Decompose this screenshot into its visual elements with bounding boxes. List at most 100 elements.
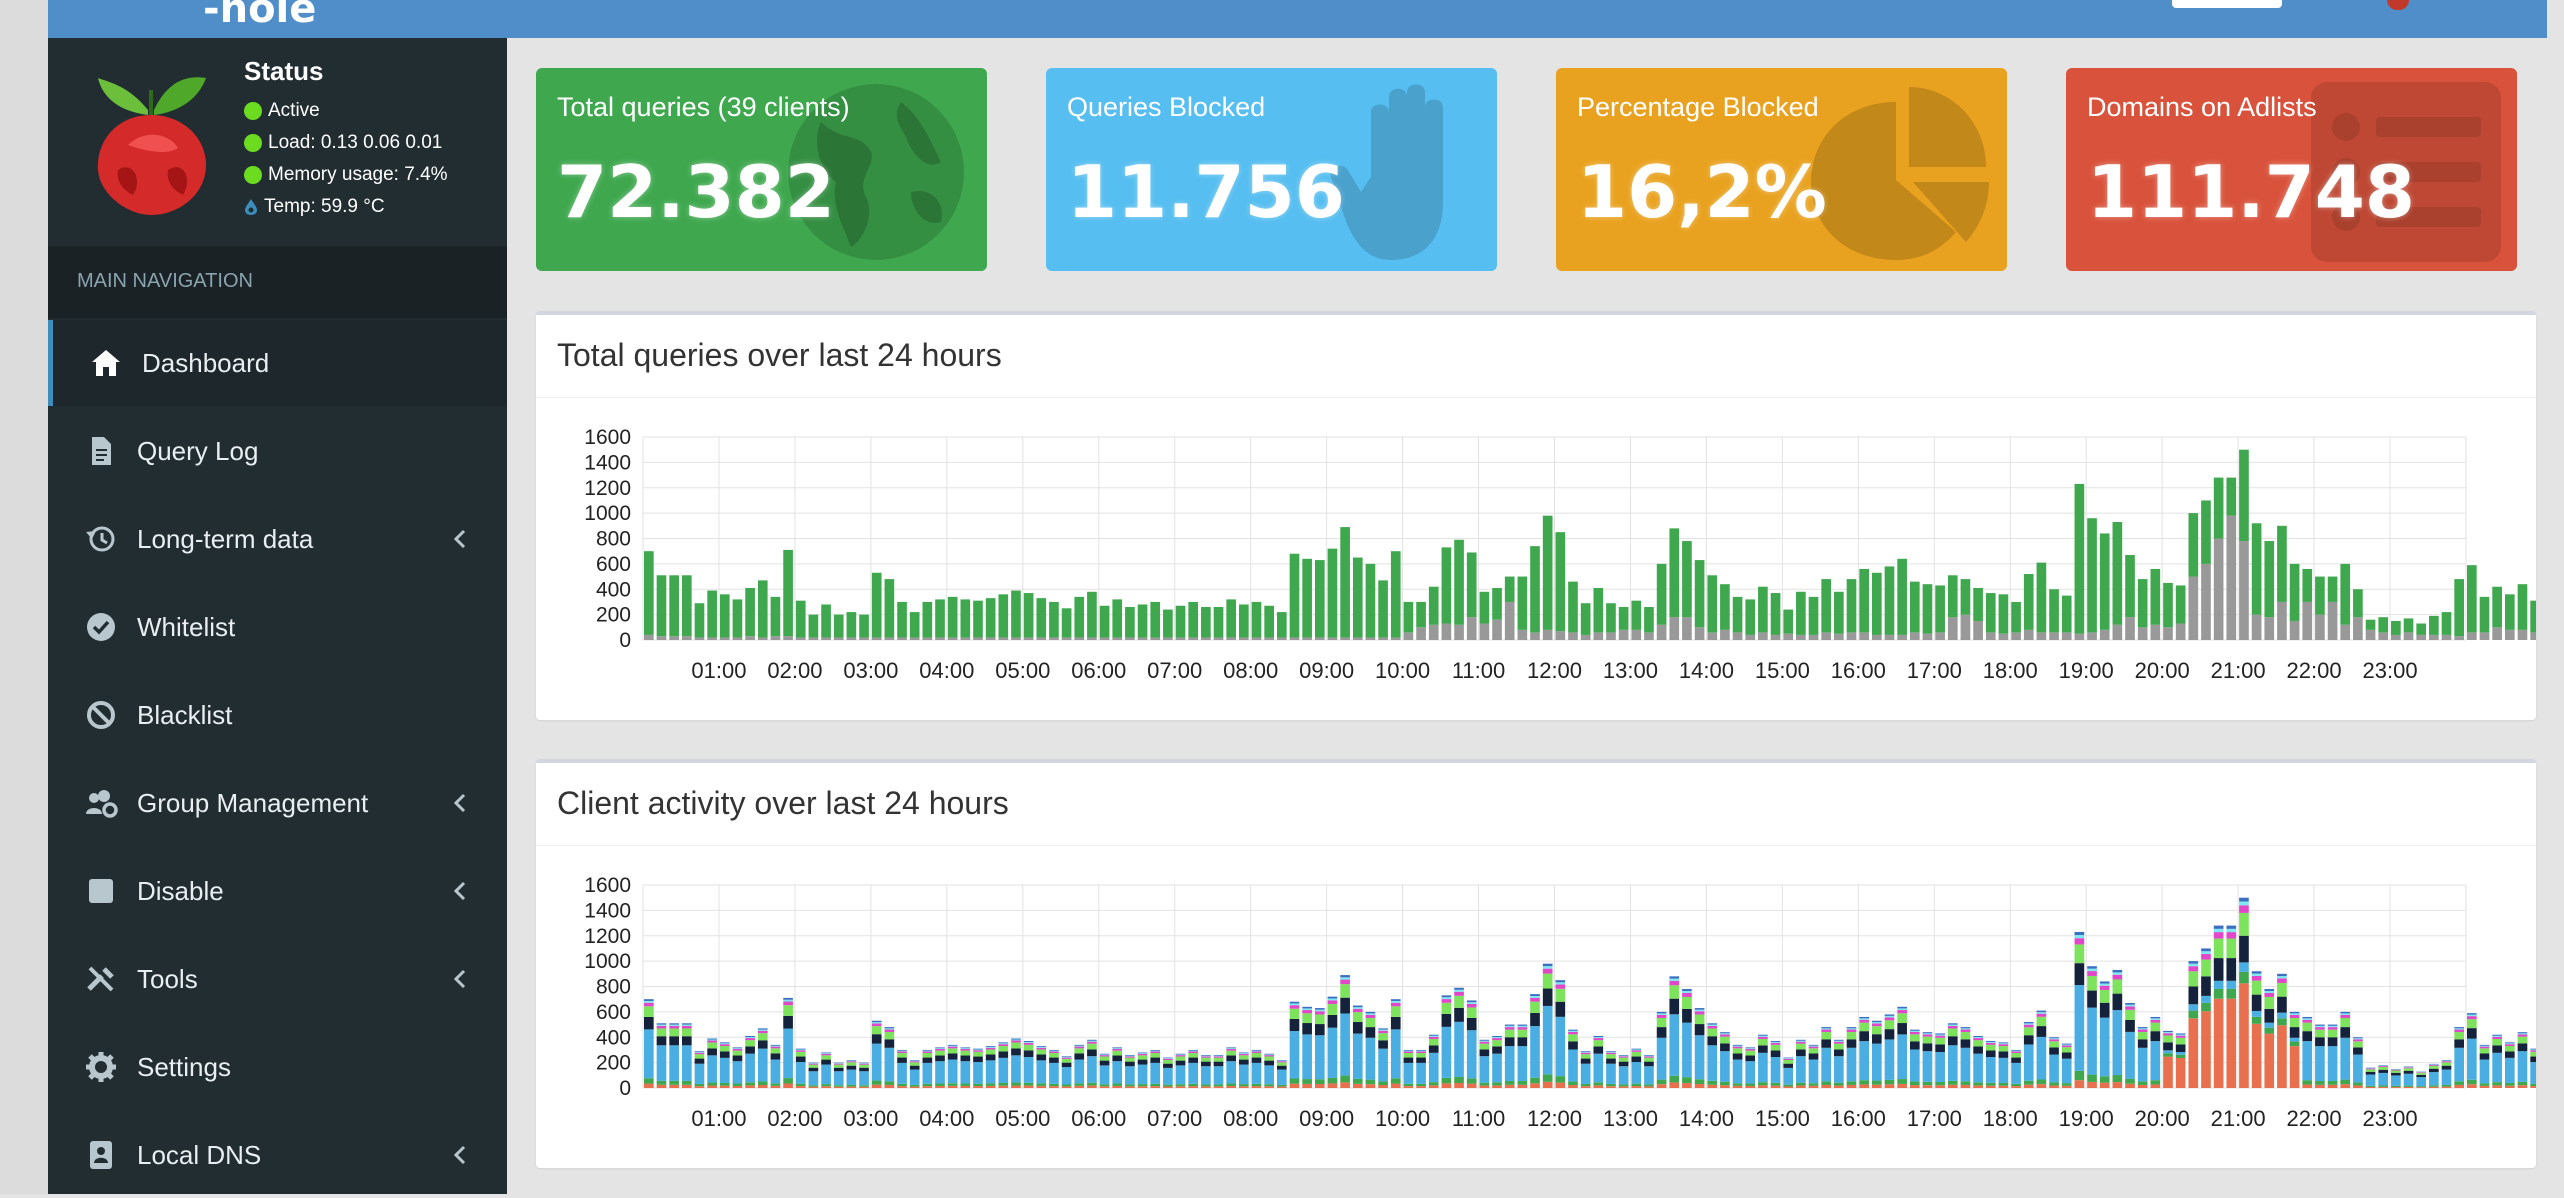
bar-segment[interactable] <box>923 1063 933 1084</box>
bar-segment[interactable] <box>733 1049 743 1051</box>
bar-segment[interactable] <box>644 1001 654 1003</box>
bar-segment[interactable] <box>657 1023 667 1024</box>
bar-segment[interactable] <box>1366 1012 1376 1014</box>
bar-segment[interactable] <box>2404 1068 2414 1071</box>
bar-segment[interactable] <box>2454 1048 2464 1081</box>
bar-segment[interactable] <box>758 637 768 640</box>
bar-segment[interactable] <box>1112 1061 1122 1083</box>
bar-segment[interactable] <box>2454 1027 2464 1028</box>
bar-segment[interactable] <box>1859 1031 1869 1041</box>
bar-segment[interactable] <box>1707 632 1717 640</box>
bar-segment[interactable] <box>1745 1084 1755 1086</box>
bar-segment[interactable] <box>1771 1086 1781 1088</box>
bar-segment[interactable] <box>707 1048 717 1055</box>
bar-segment[interactable] <box>1239 604 1249 637</box>
bar-segment[interactable] <box>910 1062 920 1065</box>
bar-segment[interactable] <box>1847 1085 1857 1088</box>
bar-segment[interactable] <box>986 1049 996 1054</box>
bar-segment[interactable] <box>1150 1063 1160 1084</box>
bar-segment[interactable] <box>1125 607 1135 637</box>
bar-segment[interactable] <box>1809 1046 1819 1047</box>
bar-segment[interactable] <box>1150 1058 1160 1063</box>
bar-segment[interactable] <box>1239 1054 1249 1055</box>
bar-segment[interactable] <box>1366 1018 1376 1027</box>
bar-segment[interactable] <box>1568 1082 1578 1086</box>
bar-segment[interactable] <box>2454 1030 2464 1032</box>
bar-segment[interactable] <box>2188 577 2198 640</box>
bar-segment[interactable] <box>1619 1062 1629 1067</box>
bar-segment[interactable] <box>2087 966 2097 968</box>
bar-segment[interactable] <box>2518 584 2528 630</box>
bar-segment[interactable] <box>1049 1050 1059 1051</box>
bar-segment[interactable] <box>1315 1035 1325 1079</box>
bar-segment[interactable] <box>1581 1086 1591 1088</box>
bar-segment[interactable] <box>1821 632 1831 640</box>
bar-segment[interactable] <box>1999 1042 2009 1043</box>
bar-segment[interactable] <box>1429 587 1439 625</box>
bar-segment[interactable] <box>2480 1086 2490 1088</box>
bar-segment[interactable] <box>847 1066 857 1070</box>
bar-segment[interactable] <box>1530 1083 1540 1088</box>
bar-segment[interactable] <box>1885 1039 1895 1079</box>
bar-segment[interactable] <box>2075 1080 2085 1088</box>
bar-segment[interactable] <box>695 1086 705 1088</box>
bar-segment[interactable] <box>2530 1049 2536 1050</box>
bar-segment[interactable] <box>2492 1053 2502 1082</box>
bar-segment[interactable] <box>2353 1055 2363 1083</box>
bar-segment[interactable] <box>2075 484 2085 634</box>
bar-segment[interactable] <box>1961 1085 1971 1088</box>
bar-segment[interactable] <box>1290 1009 1300 1019</box>
bar-segment[interactable] <box>1328 998 1338 1000</box>
bar-segment[interactable] <box>1619 1058 1629 1062</box>
bar-segment[interactable] <box>2214 989 2224 999</box>
bar-segment[interactable] <box>2087 991 2097 1008</box>
bar-segment[interactable] <box>923 1058 933 1063</box>
bar-segment[interactable] <box>1214 1058 1224 1062</box>
bar-segment[interactable] <box>2454 1028 2464 1029</box>
bar-segment[interactable] <box>1644 632 1654 640</box>
bar-segment[interactable] <box>1872 1026 1882 1034</box>
bar-segment[interactable] <box>1809 1086 1819 1088</box>
bar-segment[interactable] <box>2252 615 2262 640</box>
bar-segment[interactable] <box>859 637 869 640</box>
bar-segment[interactable] <box>1847 1032 1857 1039</box>
bar-segment[interactable] <box>1644 1055 1654 1056</box>
bar-segment[interactable] <box>1138 1052 1148 1053</box>
bar-segment[interactable] <box>1226 1056 1236 1062</box>
bar-segment[interactable] <box>2328 1085 2338 1088</box>
bar-segment[interactable] <box>2302 1041 2312 1080</box>
bar-segment[interactable] <box>2062 596 2072 633</box>
bar-segment[interactable] <box>1163 1068 1173 1085</box>
bar-segment[interactable] <box>872 1034 882 1043</box>
sidebar-item-group-management[interactable]: Group Management <box>48 760 507 846</box>
bar-segment[interactable] <box>796 601 806 638</box>
bar-segment[interactable] <box>1834 592 1844 634</box>
bar-segment[interactable] <box>2252 971 2262 973</box>
bar-segment[interactable] <box>1049 1053 1059 1058</box>
bar-segment[interactable] <box>2188 1011 2198 1019</box>
bar-segment[interactable] <box>733 599 743 637</box>
bar-segment[interactable] <box>1973 1036 1983 1037</box>
bar-segment[interactable] <box>2442 1070 2452 1085</box>
bar-segment[interactable] <box>1340 1076 1350 1083</box>
bar-segment[interactable] <box>771 1046 781 1047</box>
bar-segment[interactable] <box>1619 1066 1629 1084</box>
bar-segment[interactable] <box>1100 1054 1110 1055</box>
bar-segment[interactable] <box>2214 999 2224 1088</box>
bar-segment[interactable] <box>2214 926 2224 929</box>
bar-segment[interactable] <box>1302 1079 1312 1084</box>
bar-segment[interactable] <box>2404 1067 2414 1068</box>
bar-segment[interactable] <box>1264 1054 1274 1055</box>
bar-segment[interactable] <box>682 1026 692 1029</box>
bar-segment[interactable] <box>885 579 895 637</box>
bar-segment[interactable] <box>872 1026 882 1034</box>
bar-segment[interactable] <box>771 1047 781 1049</box>
bar-segment[interactable] <box>2492 1085 2502 1088</box>
bar-segment[interactable] <box>1530 1002 1540 1013</box>
bar-segment[interactable] <box>1391 1003 1401 1007</box>
bar-segment[interactable] <box>2302 1020 2312 1023</box>
bar-segment[interactable] <box>1644 1058 1654 1062</box>
bar-segment[interactable] <box>834 1068 844 1072</box>
bar-segment[interactable] <box>682 1085 692 1088</box>
bar-segment[interactable] <box>1669 979 1679 981</box>
